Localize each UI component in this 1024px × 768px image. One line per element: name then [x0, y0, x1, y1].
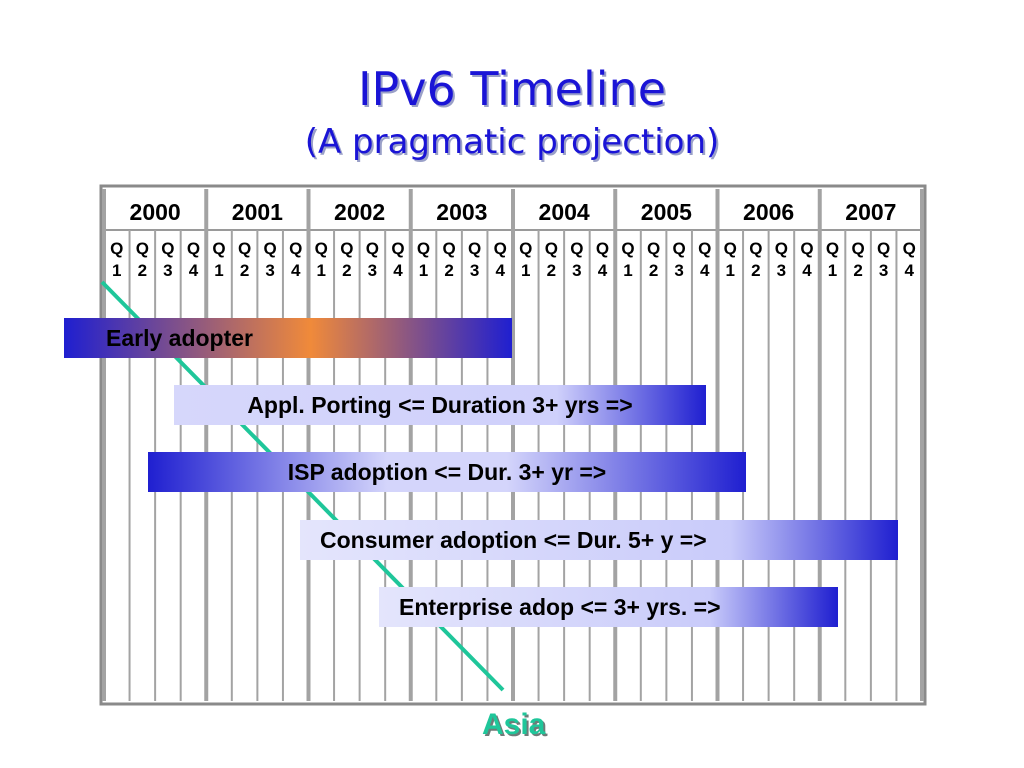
quarter-number: 2	[342, 261, 351, 280]
year-label: 2007	[845, 199, 896, 225]
year-label: 2001	[232, 199, 283, 225]
quarter-letter: Q	[621, 239, 634, 258]
quarter-number: 2	[547, 261, 556, 280]
quarter-letter: Q	[264, 239, 277, 258]
quarter-number: 1	[521, 261, 530, 280]
bar-label: Consumer adoption <= Dur. 5+ y =>	[320, 526, 707, 553]
quarter-number: 1	[726, 261, 735, 280]
bar-light: Appl. Porting <= Duration 3+ yrs =>	[174, 385, 706, 425]
quarter-number: 2	[138, 261, 147, 280]
quarter-number: 2	[240, 261, 249, 280]
quarter-letter: Q	[698, 239, 711, 258]
quarter-number: 4	[904, 261, 914, 280]
quarter-letter: Q	[647, 239, 660, 258]
quarter-number: 2	[751, 261, 760, 280]
bar-label: Appl. Porting <= Duration 3+ yrs =>	[247, 391, 633, 418]
quarter-letter: Q	[673, 239, 686, 258]
quarter-number: 3	[777, 261, 786, 280]
quarter-number: 2	[444, 261, 453, 280]
quarter-letter: Q	[161, 239, 174, 258]
quarter-number: 3	[674, 261, 683, 280]
quarter-number: 3	[879, 261, 888, 280]
quarter-number: 1	[623, 261, 632, 280]
quarter-letter: Q	[315, 239, 328, 258]
page-subtitle: (A pragmatic projection)	[304, 122, 720, 162]
quarter-letter: Q	[851, 239, 864, 258]
quarter-number: 4	[393, 261, 403, 280]
quarter-letter: Q	[519, 239, 532, 258]
quarter-letter: Q	[366, 239, 379, 258]
bar-label: Enterprise adop <= 3+ yrs. =>	[399, 593, 721, 620]
asia-label: Asia	[482, 708, 546, 741]
quarter-letter: Q	[775, 239, 788, 258]
quarter-number: 3	[163, 261, 172, 280]
year-label: 2003	[436, 199, 487, 225]
quarter-number: 3	[470, 261, 479, 280]
quarter-number: 3	[265, 261, 274, 280]
bar-consumer: Consumer adoption <= Dur. 5+ y =>	[300, 520, 898, 560]
quarter-number: 1	[317, 261, 326, 280]
quarter-number: 1	[214, 261, 223, 280]
quarter-number: 4	[291, 261, 301, 280]
quarter-letter: Q	[724, 239, 737, 258]
quarter-letter: Q	[749, 239, 762, 258]
quarter-number: 4	[189, 261, 199, 280]
page-title: IPv6 Timeline	[357, 62, 666, 116]
quarter-number: 4	[495, 261, 505, 280]
quarter-letter: Q	[596, 239, 609, 258]
bar-early: Early adopter	[64, 318, 512, 358]
quarter-number: 1	[419, 261, 428, 280]
quarter-letter: Q	[136, 239, 149, 258]
quarter-letter: Q	[826, 239, 839, 258]
quarter-letter: Q	[570, 239, 583, 258]
quarter-letter: Q	[903, 239, 916, 258]
quarter-letter: Q	[187, 239, 200, 258]
bar-isp: ISP adoption <= Dur. 3+ yr =>	[148, 452, 746, 492]
quarter-number: 4	[598, 261, 608, 280]
quarter-letter: Q	[212, 239, 225, 258]
quarter-letter: Q	[417, 239, 430, 258]
year-label: 2000	[130, 199, 181, 225]
quarter-letter: Q	[545, 239, 558, 258]
quarter-number: 1	[112, 261, 121, 280]
quarter-letter: Q	[340, 239, 353, 258]
bar-label: Early adopter	[106, 324, 253, 351]
quarter-number: 3	[572, 261, 581, 280]
quarter-letter: Q	[877, 239, 890, 258]
quarter-number: 4	[802, 261, 812, 280]
quarter-number: 2	[649, 261, 658, 280]
quarter-number: 1	[828, 261, 837, 280]
bar-label: ISP adoption <= Dur. 3+ yr =>	[287, 458, 607, 485]
year-label: 2002	[334, 199, 385, 225]
year-label: 2006	[743, 199, 794, 225]
quarter-letter: Q	[494, 239, 507, 258]
quarter-letter: Q	[110, 239, 123, 258]
quarter-letter: Q	[391, 239, 404, 258]
bar-enterprise: Enterprise adop <= 3+ yrs. =>	[379, 587, 838, 627]
year-label: 2005	[641, 199, 692, 225]
quarter-number: 2	[853, 261, 862, 280]
quarter-letter: Q	[468, 239, 481, 258]
quarter-letter: Q	[238, 239, 251, 258]
quarter-letter: Q	[442, 239, 455, 258]
quarter-number: 4	[700, 261, 710, 280]
year-label: 2004	[539, 199, 590, 225]
quarter-number: 3	[368, 261, 377, 280]
quarter-letter: Q	[289, 239, 302, 258]
quarter-letter: Q	[800, 239, 813, 258]
